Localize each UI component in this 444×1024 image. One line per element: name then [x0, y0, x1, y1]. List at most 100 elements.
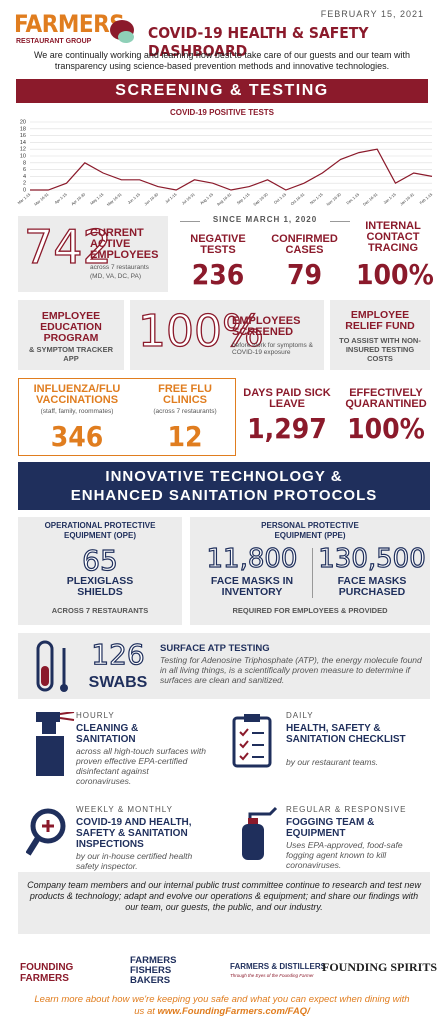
footer-text: Company team members and our internal pu…: [27, 880, 421, 912]
relief-label: EMPLOYEE RELIEF FUND: [345, 309, 415, 332]
item-title: FOGGING TEAM & EQUIPMENT: [286, 817, 375, 839]
brand: FOUNDING SPIRITS: [322, 960, 438, 974]
x-tick-label: Jul 1-15: [165, 192, 178, 204]
x-tick-label: Jun 1-15: [127, 192, 141, 205]
screened-note: before work for symptoms & COVID-19 expo…: [232, 342, 313, 356]
x-tick-label: Jul 16-31: [181, 192, 196, 205]
tracing-label: INTERNAL CONTACT TRACING: [365, 220, 421, 254]
flu-box: [18, 378, 236, 456]
ppe-purchased-value: 130,500: [318, 543, 427, 574]
checklist-icon: [232, 714, 272, 768]
chart: COVID-19 POSITIVE TESTS 0246810121416182…: [17, 108, 433, 207]
item-freq: HOURLY: [76, 711, 115, 720]
intro: We are continually working and learning …: [33, 50, 411, 71]
ope-heading: OPERATIONAL PROTECTIVE EQUIPMENT (OPE): [44, 521, 156, 540]
clinics-value: 12: [167, 420, 203, 453]
ppe-note: REQUIRED FOR EMPLOYEES & PROVIDED: [232, 606, 388, 615]
brand: FARMERS & DISTILLERS: [230, 962, 327, 971]
quarantined-value: 100%: [347, 412, 425, 445]
spray-icon: [36, 712, 75, 776]
employees-note: across 7 restaurants: [90, 264, 149, 271]
confirmed-label: CONFIRMED CASES: [271, 233, 338, 256]
y-tick-label: 6: [23, 167, 26, 173]
x-tick-label: Oct 1-15: [273, 192, 287, 204]
title: COVID-19 HEALTH & SAFETY DASHBOARD: [148, 24, 369, 60]
x-tick-label: May 1-15: [90, 192, 105, 205]
atp-unit: SWABS: [88, 674, 148, 691]
item-title: HEALTH, SAFETY & SANITATION CHECKLIST: [286, 723, 406, 745]
x-tick-label: Nov 16-30: [326, 192, 342, 206]
banner: INNOVATIVE TECHNOLOGY & ENHANCED SANITAT…: [18, 462, 430, 510]
item-freq: WEEKLY & MONTHLY: [76, 805, 173, 814]
ppe-divider: [312, 548, 313, 598]
y-tick-label: 4: [23, 174, 26, 180]
relief-box: [330, 300, 430, 370]
education-label: EMPLOYEE EDUCATION PROGRAM: [40, 310, 102, 344]
item-text: by our restaurant teams.: [286, 757, 379, 767]
atp-value: 126: [91, 637, 146, 671]
x-tick-label: Jan 1-15: [383, 192, 397, 205]
learn-more: Learn more about how we're keeping you s…: [30, 994, 414, 1018]
x-tick-label: Apr 1-15: [54, 192, 68, 204]
x-tick-label: Jan 16-31: [400, 192, 416, 206]
ppe-inventory-label: FACE MASKS IN INVENTORY: [210, 575, 294, 598]
y-tick-label: 16: [20, 133, 26, 139]
banner-text: INNOVATIVE TECHNOLOGY & ENHANCED SANITAT…: [70, 468, 378, 504]
y-tick-label: 8: [23, 160, 26, 166]
x-tick-label: Feb 1-15: [419, 192, 433, 205]
item-title: CLEANING & SANITATION: [76, 723, 139, 745]
brand-tagline: Through the Eyes of the Founding Farmer: [230, 973, 314, 978]
x-tick-label: Dec 16-31: [362, 192, 378, 206]
x-tick-label: Nov 1-15: [309, 192, 323, 205]
vaccinations-label: INFLUENZA/FLU VACCINATIONS: [33, 383, 121, 406]
item-freq: REGULAR & RESPONSIVE: [286, 805, 407, 814]
tube-icon: [36, 640, 68, 692]
brand: FARMERS FISHERS BAKERS: [130, 955, 177, 986]
item-text: by our in-house certified health safety …: [76, 851, 193, 871]
item-freq: DAILY: [286, 711, 314, 720]
item-title: COVID-19 AND HEALTH, SAFETY & SANITATION…: [76, 817, 192, 850]
sick-value: 1,297: [247, 412, 327, 445]
y-tick-label: 14: [20, 140, 26, 146]
employees-label: CURRENT ACTIVE EMPLOYEES: [90, 227, 159, 261]
logo: FARMERS: [14, 10, 125, 38]
item-text: across all high-touch surfaces with prov…: [76, 746, 206, 786]
ppe-box: [190, 517, 430, 625]
employees-value: 742: [23, 219, 112, 274]
x-tick-label: Aug 16-31: [216, 192, 232, 206]
learn-text: Learn more about how we're keeping you s…: [34, 994, 410, 1017]
quarantined-label: EFFECTIVELY QUARANTINED: [345, 387, 427, 410]
screened-label: EMPLOYEES SCREENED: [232, 315, 301, 338]
atp-title: SURFACE ATP TESTING: [160, 643, 270, 654]
negative-value: 236: [191, 258, 245, 291]
y-tick-label: 0: [23, 187, 26, 193]
learn-url[interactable]: www.FoundingFarmers.com/FAQ/: [157, 1006, 310, 1017]
employees-note2: (MD, VA, DC, PA): [90, 273, 142, 280]
clinics-note: (across 7 restaurants): [153, 408, 217, 415]
brand: FOUNDING FARMERS: [20, 962, 74, 984]
ope-note: ACROSS 7 RESTAURANTS: [51, 606, 149, 615]
confirmed-value: 79: [286, 258, 323, 291]
y-tick-label: 2: [23, 181, 26, 187]
sick-label: DAYS PAID SICK LEAVE: [243, 387, 331, 410]
item-text: Uses EPA-approved, food-safe fogging age…: [286, 840, 403, 870]
atp-text: Testing for Adenosine Triphosphate (ATP)…: [160, 655, 422, 685]
ppe-purchased-label: FACE MASKS PURCHASED: [337, 575, 407, 598]
education-box: [18, 300, 124, 370]
x-tick-label: Oct 16-31: [290, 192, 305, 206]
x-tick-label: Apr 16-30: [71, 192, 86, 206]
banner: SCREENING & TESTING: [16, 79, 428, 103]
ope-label: PLEXIGLASS SHIELDS: [66, 575, 134, 598]
negative-label: NEGATIVE TESTS: [190, 233, 246, 256]
x-tick-label: Jun 16-30: [144, 192, 160, 206]
x-tick-label: Mar 16-31: [34, 192, 50, 206]
ppe-inventory-value: 11,800: [206, 543, 298, 574]
fogger-icon: [242, 806, 278, 860]
x-tick-label: May 16-31: [106, 192, 122, 207]
vaccinations-value: 346: [50, 420, 104, 453]
x-tick-label: Sep 16-30: [253, 192, 269, 206]
since: SINCE MARCH 1, 2020: [200, 215, 330, 224]
y-tick-label: 10: [20, 153, 26, 159]
line: [30, 148, 433, 191]
